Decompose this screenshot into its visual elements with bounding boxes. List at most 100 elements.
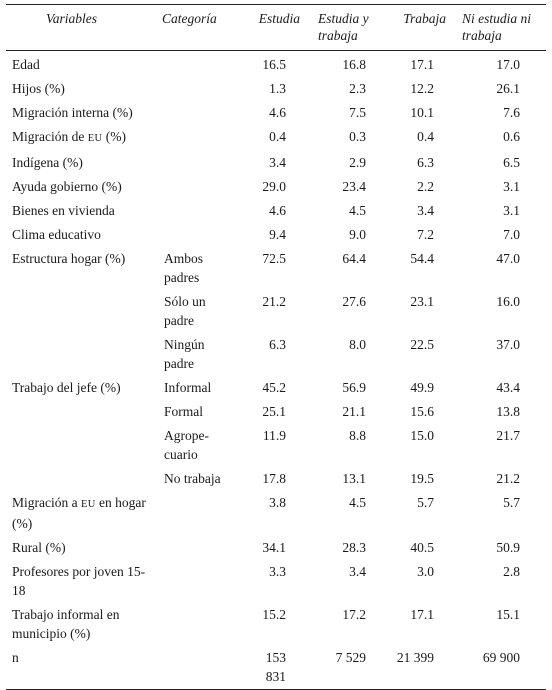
cell-variable: Rural (%) (12, 540, 66, 555)
table-row: Hijos (%) 1.3 2.3 12.2 26.1 (6, 77, 546, 101)
header-estudia: Estudia (258, 11, 300, 26)
cell-estudia: 1.3 (269, 81, 286, 96)
cell-estudia-y-trabaja: 56.9 (342, 380, 366, 395)
cell-ni-estudia-ni-trabaja: 0.6 (503, 129, 520, 144)
cell-estudia: 4.6 (269, 105, 286, 120)
cell-estudia: 3.8 (269, 495, 286, 510)
cell-categoria (158, 223, 240, 247)
cell-estudia: 25.1 (262, 404, 286, 419)
cell-ni-estudia-ni-trabaja: 21.7 (496, 428, 520, 443)
cell-trabaja: 17.1 (410, 57, 434, 72)
cell-estudia-y-trabaja: 8.8 (349, 428, 366, 443)
cell-trabaja: 54.4 (410, 251, 434, 266)
cell-estudia-y-trabaja: 8.0 (349, 337, 366, 352)
cell-categoria (158, 51, 240, 78)
table-row: No trabaja 17.8 13.1 19.5 21.2 (6, 467, 546, 491)
cell-categoria (158, 175, 240, 199)
cell-estudia-y-trabaja: 9.0 (349, 227, 366, 242)
cell-variable: Trabajo informal en municipio (%) (12, 607, 120, 641)
cell-trabaja: 3.4 (417, 203, 434, 218)
cell-variable: Trabajo del jefe (%) (12, 380, 121, 395)
cell-categoria (158, 536, 240, 560)
header-categoria: Categoría (162, 11, 217, 26)
table-row: Trabajo del jefe (%) Informal 45.2 56.9 49.9… (6, 376, 546, 400)
cell-variable: Migración a EU en hogar (%) (6, 491, 158, 536)
cell-trabaja: 21 399 (396, 650, 434, 665)
cell-variable (6, 400, 158, 424)
cell-estudia: 3.3 (269, 564, 286, 579)
cell-trabaja: 17.1 (410, 607, 434, 622)
cell-variable (6, 467, 158, 491)
table-row: Bienes en vivienda 4.6 4.5 3.4 3.1 (6, 199, 546, 223)
cell-trabaja: 3.0 (417, 564, 434, 579)
variable-text: (%) (102, 129, 126, 144)
table-header: Variables Categoría Estudia Estudia y tr… (6, 4, 546, 51)
variable-abbrev: EU (80, 499, 96, 510)
cell-estudia-y-trabaja: 7.5 (349, 105, 366, 120)
cell-variable (6, 424, 158, 467)
cell-estudia: 17.8 (262, 471, 286, 486)
cell-ni-estudia-ni-trabaja: 37.0 (496, 337, 520, 352)
cell-ni-estudia-ni-trabaja: 2.8 (503, 564, 520, 579)
table-row: Migración a EU en hogar (%) 3.8 4.5 5.7 5.7 (6, 491, 546, 536)
cell-categoria (158, 101, 240, 125)
cell-variable: Indígena (%) (12, 155, 83, 170)
cell-variable: Clima educativo (12, 227, 101, 242)
table-row: Ningún padre 6.3 8.0 22.5 37.0 (6, 333, 546, 376)
cell-estudia: 21.2 (262, 294, 286, 309)
cell-trabaja: 6.3 (417, 155, 434, 170)
cell-estudia-y-trabaja: 2.9 (349, 155, 366, 170)
cell-trabaja: 15.0 (410, 428, 434, 443)
cell-variable: Profesores por joven 15-18 (12, 564, 146, 598)
cell-variable: Hijos (%) (12, 81, 65, 96)
table-row: n 153 831 7 529 21 399 69 900 (6, 646, 546, 690)
cell-categoria: Informal (164, 380, 212, 395)
cell-categoria: Agrope-cuario (164, 428, 209, 462)
cell-categoria: Ambos padres (164, 251, 204, 285)
cell-ni-estudia-ni-trabaja: 7.0 (503, 227, 520, 242)
cell-estudia: 15.2 (262, 607, 286, 622)
cell-estudia-y-trabaja: 23.4 (342, 179, 366, 194)
cell-estudia: 29.0 (262, 179, 286, 194)
cell-trabaja: 5.7 (417, 495, 434, 510)
cell-variable (6, 290, 158, 333)
cell-categoria (158, 491, 240, 536)
cell-categoria (158, 560, 240, 603)
cell-estudia: 0.4 (269, 129, 286, 144)
cell-ni-estudia-ni-trabaja: 47.0 (496, 251, 520, 266)
cell-estudia-y-trabaja: 13.1 (342, 471, 366, 486)
cell-estudia: 11.9 (262, 428, 286, 443)
cell-ni-estudia-ni-trabaja: 50.9 (496, 540, 520, 555)
cell-estudia-y-trabaja: 16.8 (342, 57, 366, 72)
table-row: Clima educativo 9.4 9.0 7.2 7.0 (6, 223, 546, 247)
cell-categoria (158, 151, 240, 175)
cell-trabaja: 22.5 (410, 337, 434, 352)
cell-trabaja: 40.5 (410, 540, 434, 555)
cell-variable: n (12, 650, 19, 665)
table-row: Estructura hogar (%) Ambos padres 72.5 64.4… (6, 247, 546, 290)
cell-estudia: 16.5 (262, 57, 286, 72)
cell-estudia: 9.4 (269, 227, 286, 242)
table-row: Agrope-cuario 11.9 8.8 15.0 21.7 (6, 424, 546, 467)
cell-ni-estudia-ni-trabaja: 21.2 (496, 471, 520, 486)
cell-estudia-y-trabaja: 21.1 (342, 404, 366, 419)
cell-estudia: 34.1 (262, 540, 286, 555)
cell-ni-estudia-ni-trabaja: 3.1 (503, 203, 520, 218)
cell-estudia-y-trabaja: 4.5 (349, 203, 366, 218)
cell-ni-estudia-ni-trabaja: 15.1 (496, 607, 520, 622)
cell-trabaja: 19.5 (410, 471, 434, 486)
table-row: Sólo un padre 21.2 27.6 23.1 16.0 (6, 290, 546, 333)
header-estudia-y-trabaja: Estudia y trabaja (318, 11, 369, 43)
cell-estudia-y-trabaja: 7 529 (335, 650, 366, 665)
cell-estudia: 72.5 (262, 251, 286, 266)
cell-estudia: 45.2 (262, 380, 286, 395)
cell-estudia-y-trabaja: 4.5 (349, 495, 366, 510)
header-row: Variables Categoría Estudia Estudia y tr… (6, 4, 546, 51)
cell-categoria (158, 603, 240, 646)
cell-ni-estudia-ni-trabaja: 7.6 (503, 105, 520, 120)
cell-ni-estudia-ni-trabaja: 16.0 (496, 294, 520, 309)
cell-trabaja: 49.9 (410, 380, 434, 395)
cell-ni-estudia-ni-trabaja: 13.8 (496, 404, 520, 419)
cell-estudia-y-trabaja: 17.2 (342, 607, 366, 622)
cell-categoria: Ningún padre (164, 337, 205, 371)
